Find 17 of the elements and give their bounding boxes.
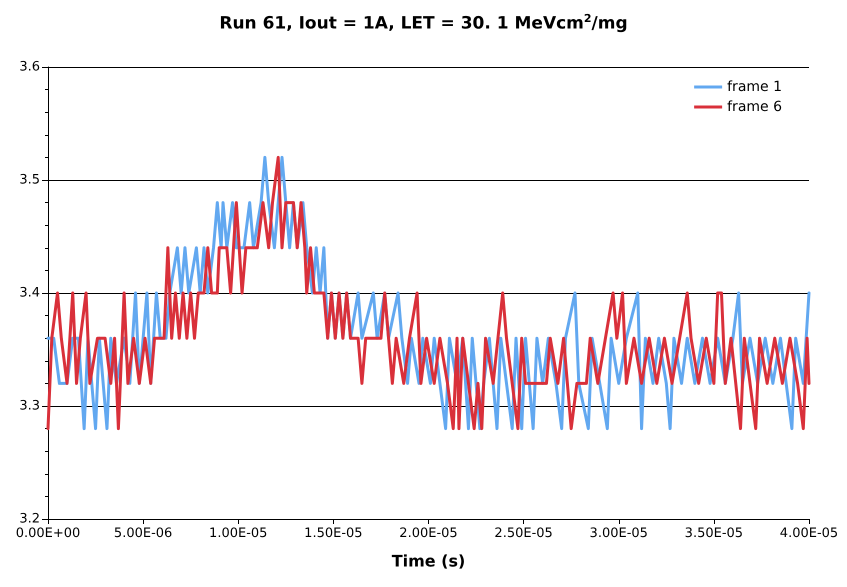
x-tick-label: 2.00E-05: [399, 526, 458, 541]
legend-label: frame 6: [727, 99, 782, 115]
x-tick-label: 5.00E-06: [114, 526, 172, 541]
x-tick-label: 2.50E-05: [494, 526, 553, 541]
y-tick-label: 3.4: [19, 286, 40, 300]
y-tick-label: 3.3: [19, 398, 40, 414]
legend-label: frame 1: [727, 79, 782, 95]
x-axis-title: Time (s): [392, 552, 466, 570]
y-tick-label: 3.5: [19, 172, 40, 188]
y-tick-label: 3.6: [19, 60, 40, 74]
x-tick-label: 1.00E-05: [209, 526, 268, 541]
x-tick-label: 1.50E-05: [304, 526, 363, 541]
x-tick-label: 4.00E-05: [780, 526, 838, 541]
x-tick-label: 3.00E-05: [590, 526, 648, 541]
y-tick-label: 3.2: [19, 512, 40, 526]
x-tick-label: 0.00E+00: [16, 526, 80, 541]
x-tick-label: 3.50E-05: [684, 526, 744, 541]
